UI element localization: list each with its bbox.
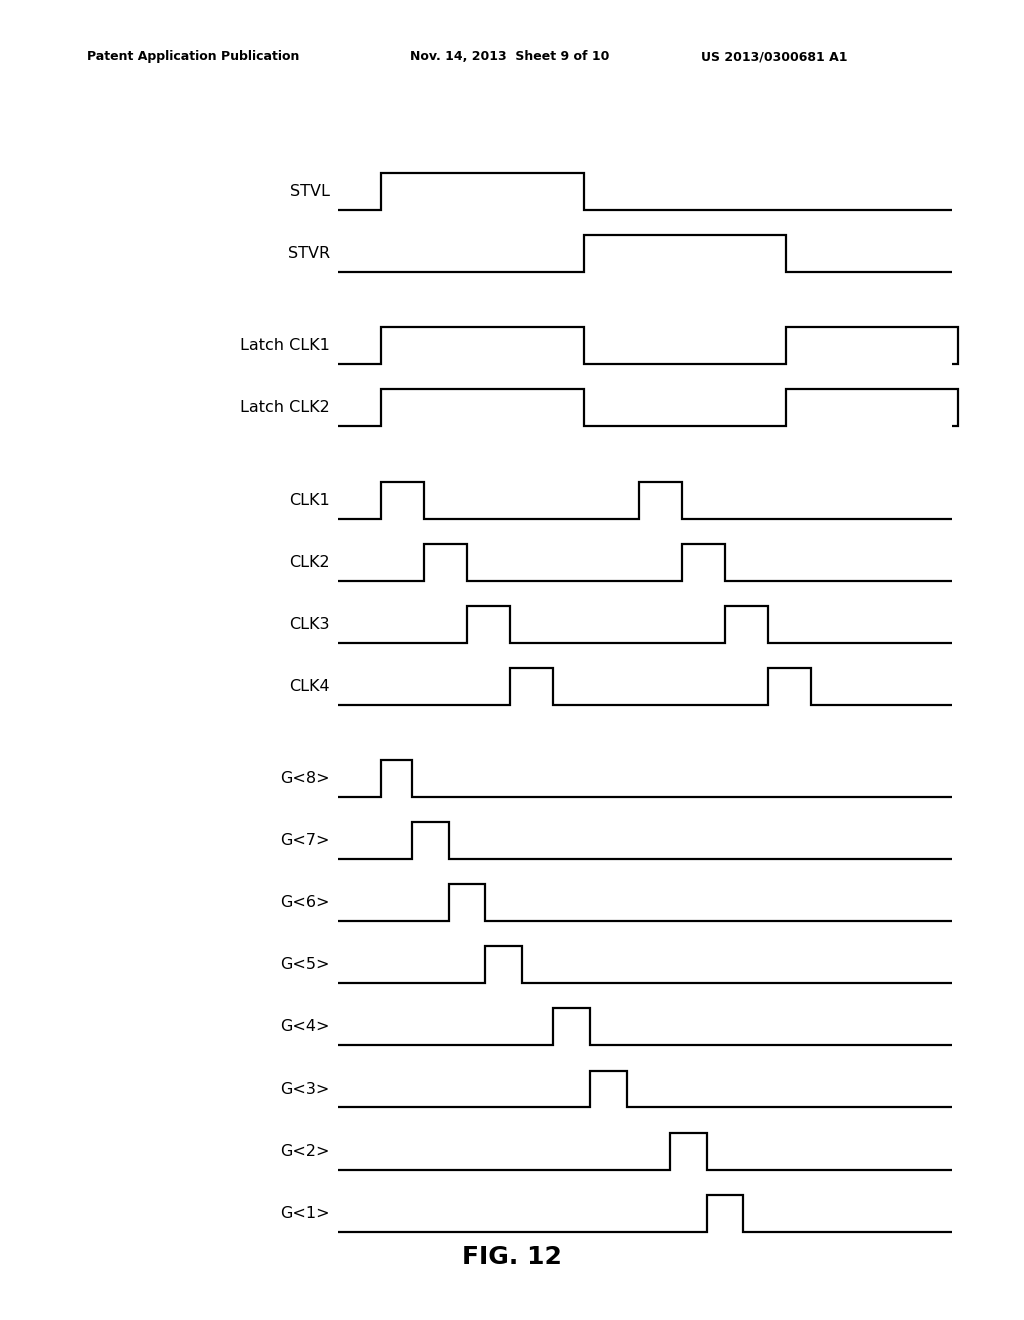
Text: STVR: STVR (288, 246, 330, 261)
Text: CLK2: CLK2 (289, 554, 330, 570)
Text: G<3>: G<3> (281, 1081, 330, 1097)
Text: Patent Application Publication: Patent Application Publication (87, 50, 299, 63)
Text: G<2>: G<2> (281, 1143, 330, 1159)
Text: US 2013/0300681 A1: US 2013/0300681 A1 (701, 50, 848, 63)
Text: Latch CLK1: Latch CLK1 (240, 338, 330, 354)
Text: CLK1: CLK1 (289, 492, 330, 508)
Text: G<4>: G<4> (281, 1019, 330, 1035)
Text: G<5>: G<5> (281, 957, 330, 973)
Text: CLK3: CLK3 (289, 616, 330, 632)
Text: Nov. 14, 2013  Sheet 9 of 10: Nov. 14, 2013 Sheet 9 of 10 (410, 50, 609, 63)
Text: STVL: STVL (290, 183, 330, 199)
Text: CLK4: CLK4 (289, 678, 330, 694)
Text: G<6>: G<6> (281, 895, 330, 911)
Text: FIG. 12: FIG. 12 (462, 1245, 562, 1269)
Text: Latch CLK2: Latch CLK2 (240, 400, 330, 416)
Text: G<1>: G<1> (281, 1205, 330, 1221)
Text: G<8>: G<8> (281, 771, 330, 787)
Text: G<7>: G<7> (281, 833, 330, 849)
